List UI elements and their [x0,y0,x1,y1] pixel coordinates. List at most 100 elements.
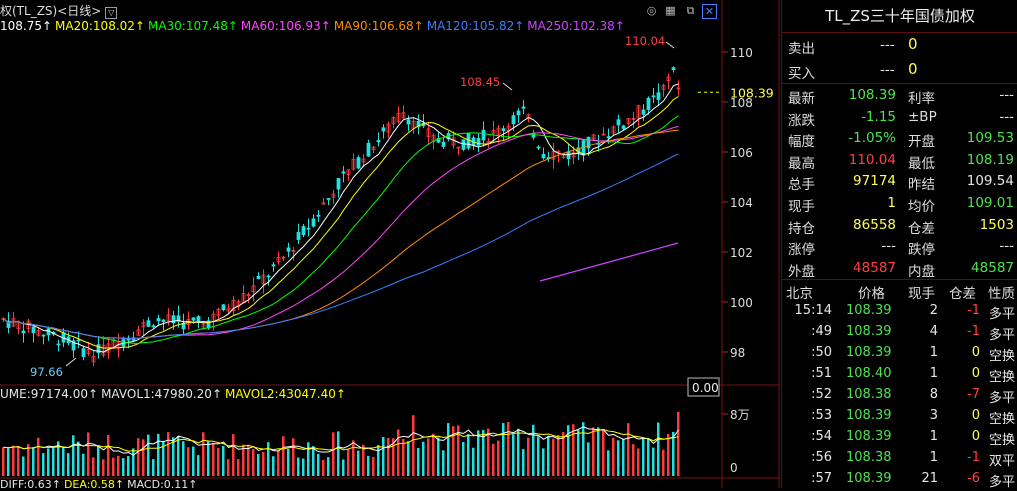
volume-bar [352,440,355,476]
candle-body [621,125,626,129]
tick-row[interactable]: 15:14 108.39 2 -1 多平 [782,301,1017,322]
candle-body [266,275,271,278]
candle-body [551,150,556,160]
candle-body [6,320,11,328]
volume-bar [107,434,110,476]
volume-bar [677,412,680,476]
tick-row[interactable]: :56 108.38 1 -1 双平 [782,448,1017,469]
legend-item: DEA:0.58↑ [63,478,125,491]
volume-bar [182,441,185,476]
value-box-text: 0.00 [692,381,719,395]
chart-area[interactable]: 110 108 106 104 102 100 98 108.39 8万 0 0.00 110.04… [0,0,780,491]
tick-price: 108.39 [846,345,892,360]
candle-body [131,337,136,341]
tick-nature: 空换 [989,349,1016,364]
candle-body [146,320,151,327]
candle-body [381,127,386,132]
tick-row[interactable]: :50 108.39 1 0 空换 [782,343,1017,364]
tick-row[interactable]: :51 108.40 1 0 空换 [782,364,1017,385]
y-tick-label: 104 [730,196,753,210]
volume-bar [657,422,660,476]
candle-body [301,226,306,236]
tick-vol: 3 [929,408,938,423]
legend-item: MA90:106.68↑ [333,19,424,33]
candle-body [521,106,526,109]
chart-title: 权(TL_ZS)<日线> [0,4,102,18]
volume-bar [117,455,120,476]
volume-bar [97,446,100,476]
candle-body [676,87,681,90]
quote-value: 1 [887,195,896,211]
volume-bar [232,434,235,476]
tick-diff: 0 [971,366,980,381]
tick-price: 108.40 [846,366,892,381]
tick-nature: 空换 [989,370,1016,385]
candle-body [71,340,76,351]
candle-body [576,147,581,154]
eye-hide-icon[interactable]: ◎ [646,4,657,17]
local-high-arrow [502,82,513,91]
ma-line [3,129,679,340]
candle-body [156,318,161,322]
tick-row[interactable]: :53 108.39 3 0 空换 [782,406,1017,427]
volume-bar [142,439,145,476]
volume-bar [167,432,170,476]
legend-item: UME:97174.00↑ [0,387,99,401]
volume-bar [282,436,285,476]
volume-bar [32,447,35,476]
volume-bar [427,438,430,476]
candle-body [326,198,331,200]
tick-diff: 0 [971,429,980,444]
volume-bar [137,438,140,476]
volume-bar [312,446,315,476]
tick-row[interactable]: :54 108.39 1 0 空换 [782,427,1017,448]
legend-item: MACD:0.11↑ [127,478,198,491]
volume-bar [442,450,445,476]
tick-header: 性质 [988,286,1015,302]
volume-bar [462,441,465,476]
quote-value: --- [999,87,1014,103]
candle-body [571,151,576,158]
volume-bar [607,450,610,476]
volume-bar [372,457,375,476]
candle-body [251,285,256,293]
close-box-icon[interactable]: ✕ [702,4,717,19]
volume-bar [152,459,155,476]
quote-value: --- [999,238,1014,255]
quote-label: 开盘 [908,134,935,151]
quote-value: 108.39 [848,87,896,103]
tick-row[interactable]: :57 108.39 21 -6 多平 [782,469,1017,490]
volume-bar [547,435,550,476]
expand-icon[interactable]: ⧉ [686,4,695,17]
tick-time: :57 [811,471,832,486]
quote-value: 48587 [971,259,1014,276]
tick-row[interactable]: :52 108.38 8 -7 多平 [782,385,1017,406]
tick-row[interactable]: :49 108.39 4 -1 多平 [782,322,1017,343]
tick-price: 108.38 [846,387,892,402]
volume-bar [477,430,480,476]
volume-bar [662,449,665,476]
ma-line [3,115,679,344]
grid-icon[interactable]: ▦ [665,4,676,17]
kline-svg[interactable]: 110 108 106 104 102 100 98 108.39 8万 0 0.00 110.04… [0,0,780,488]
tick-vol: 1 [929,345,938,360]
volume-bar [557,435,560,476]
volume-bar [322,459,325,476]
volume-bar [347,449,350,476]
ma-line [3,153,679,340]
quote-value: 108.19 [966,151,1014,168]
legend-item: MA120:105.82↑ [426,19,525,33]
dropdown-icon[interactable]: ▽ [105,7,118,19]
volume-bar [422,441,425,476]
volume-bar [452,426,455,476]
volume-bar [132,448,135,476]
tick-diff: -7 [967,387,980,402]
legend-item: 108.75↑ [0,19,53,33]
y-tick-label: 110 [730,46,753,60]
candle-body [406,119,411,125]
volume-bar [527,437,530,476]
volume-bar [7,448,10,476]
ma250-line [539,242,679,282]
candle-body [491,130,496,134]
candle-body [511,115,516,125]
